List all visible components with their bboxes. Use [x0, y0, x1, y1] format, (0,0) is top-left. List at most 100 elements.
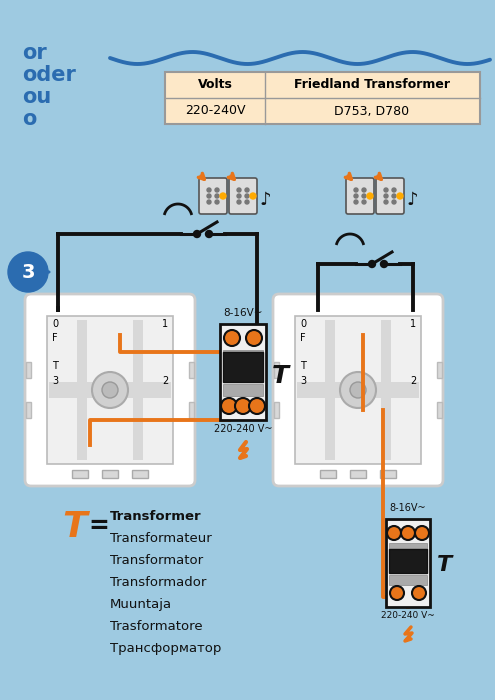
FancyBboxPatch shape	[346, 178, 374, 214]
Bar	[189, 402, 194, 418]
Text: ♪: ♪	[406, 191, 418, 209]
Text: D753, D780: D753, D780	[335, 104, 409, 118]
Bar	[437, 362, 442, 378]
Circle shape	[367, 193, 373, 199]
Text: 220-240 V~: 220-240 V~	[381, 611, 435, 620]
FancyBboxPatch shape	[273, 294, 443, 486]
Bar	[223, 350, 263, 362]
Circle shape	[415, 526, 429, 540]
Text: T: T	[52, 361, 58, 371]
Bar	[72, 470, 88, 478]
Bar	[102, 470, 118, 478]
Circle shape	[362, 200, 366, 204]
FancyBboxPatch shape	[229, 178, 257, 214]
Bar	[325, 320, 335, 460]
Circle shape	[354, 194, 358, 198]
Text: 8-16V~: 8-16V~	[390, 503, 426, 513]
Text: T: T	[300, 361, 306, 371]
Circle shape	[384, 200, 388, 204]
Bar	[77, 320, 87, 460]
Circle shape	[392, 188, 396, 192]
Circle shape	[224, 330, 240, 346]
FancyBboxPatch shape	[8, 30, 487, 692]
Circle shape	[221, 398, 237, 414]
Text: T: T	[62, 510, 87, 544]
FancyBboxPatch shape	[25, 294, 195, 486]
Text: T: T	[437, 555, 451, 575]
Text: 2: 2	[162, 376, 168, 386]
Bar	[26, 362, 31, 378]
Circle shape	[392, 200, 396, 204]
Circle shape	[384, 188, 388, 192]
Circle shape	[246, 330, 262, 346]
Bar	[380, 470, 396, 478]
Circle shape	[362, 188, 366, 192]
Text: Transformator: Transformator	[110, 554, 203, 567]
Bar	[389, 543, 427, 553]
Text: 1: 1	[410, 319, 416, 329]
Text: T: T	[271, 364, 289, 388]
Text: Transformer: Transformer	[110, 510, 201, 523]
Circle shape	[215, 194, 219, 198]
Circle shape	[392, 194, 396, 198]
Circle shape	[207, 194, 211, 198]
Bar	[223, 352, 263, 382]
Circle shape	[384, 194, 388, 198]
Circle shape	[250, 193, 256, 199]
Text: ou: ou	[22, 87, 51, 107]
Circle shape	[194, 230, 200, 237]
Circle shape	[387, 526, 401, 540]
Text: 3: 3	[21, 262, 35, 281]
Circle shape	[401, 526, 415, 540]
Bar	[49, 382, 171, 398]
Bar	[381, 320, 391, 460]
Text: or: or	[22, 43, 47, 63]
Text: 3: 3	[300, 376, 306, 386]
Bar	[389, 575, 427, 585]
Circle shape	[368, 260, 376, 267]
Text: 0: 0	[300, 319, 306, 329]
Text: =: =	[88, 514, 109, 538]
Circle shape	[245, 194, 249, 198]
Text: o: o	[22, 109, 36, 129]
Circle shape	[237, 188, 241, 192]
FancyBboxPatch shape	[199, 178, 227, 214]
Circle shape	[245, 200, 249, 204]
Bar	[437, 402, 442, 418]
Text: Friedland Transformer: Friedland Transformer	[294, 78, 450, 92]
Text: ♪: ♪	[259, 191, 271, 209]
Text: 220-240V: 220-240V	[185, 104, 245, 118]
Circle shape	[92, 372, 128, 408]
Bar	[320, 470, 336, 478]
Circle shape	[390, 586, 404, 600]
Bar	[223, 384, 263, 396]
FancyBboxPatch shape	[8, 30, 487, 692]
Bar	[274, 402, 279, 418]
Bar	[26, 402, 31, 418]
Circle shape	[215, 188, 219, 192]
Text: Transformateur: Transformateur	[110, 532, 212, 545]
Text: 3: 3	[52, 376, 58, 386]
Circle shape	[249, 398, 265, 414]
Circle shape	[235, 398, 251, 414]
Text: 2: 2	[410, 376, 416, 386]
Text: oder: oder	[22, 65, 76, 85]
Circle shape	[354, 200, 358, 204]
Circle shape	[354, 188, 358, 192]
Bar	[295, 316, 421, 464]
Circle shape	[207, 188, 211, 192]
Bar	[133, 320, 143, 460]
Text: 1: 1	[162, 319, 168, 329]
Text: Trasformatore: Trasformatore	[110, 620, 202, 633]
Bar	[274, 362, 279, 378]
Circle shape	[340, 372, 376, 408]
Text: Muuntaja: Muuntaja	[110, 598, 172, 611]
Circle shape	[237, 194, 241, 198]
Bar	[386, 519, 430, 607]
Circle shape	[205, 230, 212, 237]
Bar	[297, 382, 419, 398]
Text: Volts: Volts	[198, 78, 233, 92]
Circle shape	[237, 200, 241, 204]
Bar	[47, 316, 173, 464]
Text: 0: 0	[52, 319, 58, 329]
